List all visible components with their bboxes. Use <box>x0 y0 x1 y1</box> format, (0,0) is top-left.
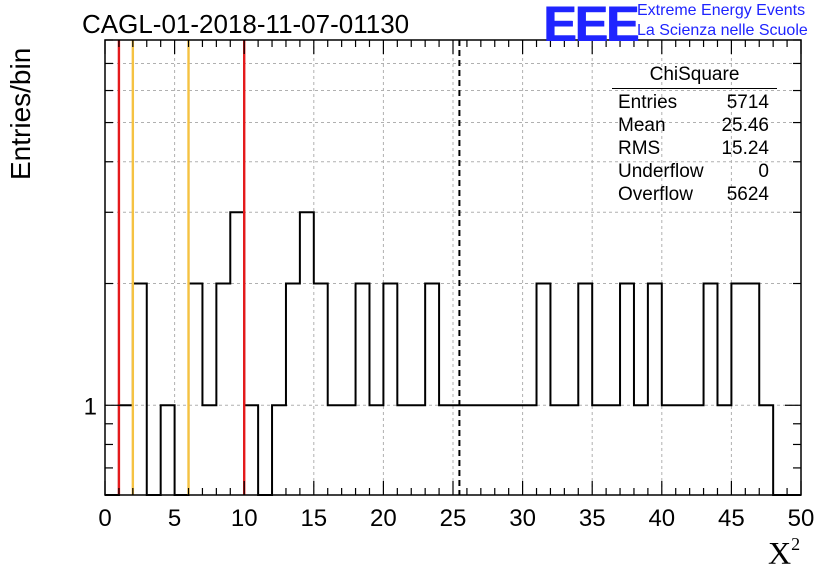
x-tick-label: 30 <box>509 505 536 532</box>
x-tick-label: 50 <box>788 505 815 532</box>
chart-title: CAGL-01-2018-11-07-01130 <box>82 9 410 39</box>
x-tick-label: 25 <box>440 505 467 532</box>
stats-label: Mean <box>618 115 666 136</box>
stats-row-entries: Entries 5714 <box>612 91 777 114</box>
stats-value: 0 <box>758 161 769 182</box>
x-tick-label: 0 <box>98 505 111 532</box>
stats-row-mean: Mean 25.46 <box>612 114 777 137</box>
histogram-outline <box>105 211 801 496</box>
stats-value: 5624 <box>726 184 769 205</box>
x-tick-label: 15 <box>300 505 327 532</box>
x-tick-label: 20 <box>370 505 397 532</box>
stats-value: 15.24 <box>721 138 769 159</box>
stats-label: Underflow <box>618 161 704 182</box>
stats-value: 25.46 <box>721 115 769 136</box>
stats-label: RMS <box>618 138 661 159</box>
x-tick-label: 45 <box>718 505 745 532</box>
y-tick-label: 1 <box>84 393 97 420</box>
stats-row-underflow: Underflow 0 <box>612 160 777 183</box>
x-tick-label: 5 <box>168 505 181 532</box>
eee-logo-mark: EEE <box>543 0 639 52</box>
y-axis-label: Entries/bin <box>5 47 36 180</box>
x-tick-label: 35 <box>579 505 606 532</box>
stats-label: Entries <box>618 92 678 113</box>
x-tick-label: 10 <box>231 505 258 532</box>
stats-row-rms: RMS 15.24 <box>612 137 777 160</box>
x-tick-label: 40 <box>648 505 675 532</box>
stats-row-overflow: Overflow 5624 <box>612 183 777 206</box>
stats-value: 5714 <box>726 92 769 113</box>
logo-line-1: Extreme Energy Events <box>637 2 806 19</box>
x-axis-label: Χ2 <box>768 534 801 571</box>
logo-line-2: La Scienza nelle Scuole <box>637 22 808 39</box>
stats-title: ChiSquare <box>612 64 777 89</box>
stats-label: Overflow <box>618 184 693 205</box>
stats-box: ChiSquare Entries 5714 Mean 25.46 RMS 15… <box>612 64 777 206</box>
eee-logo: EEE Extreme Energy Events La Scienza nel… <box>543 0 833 52</box>
